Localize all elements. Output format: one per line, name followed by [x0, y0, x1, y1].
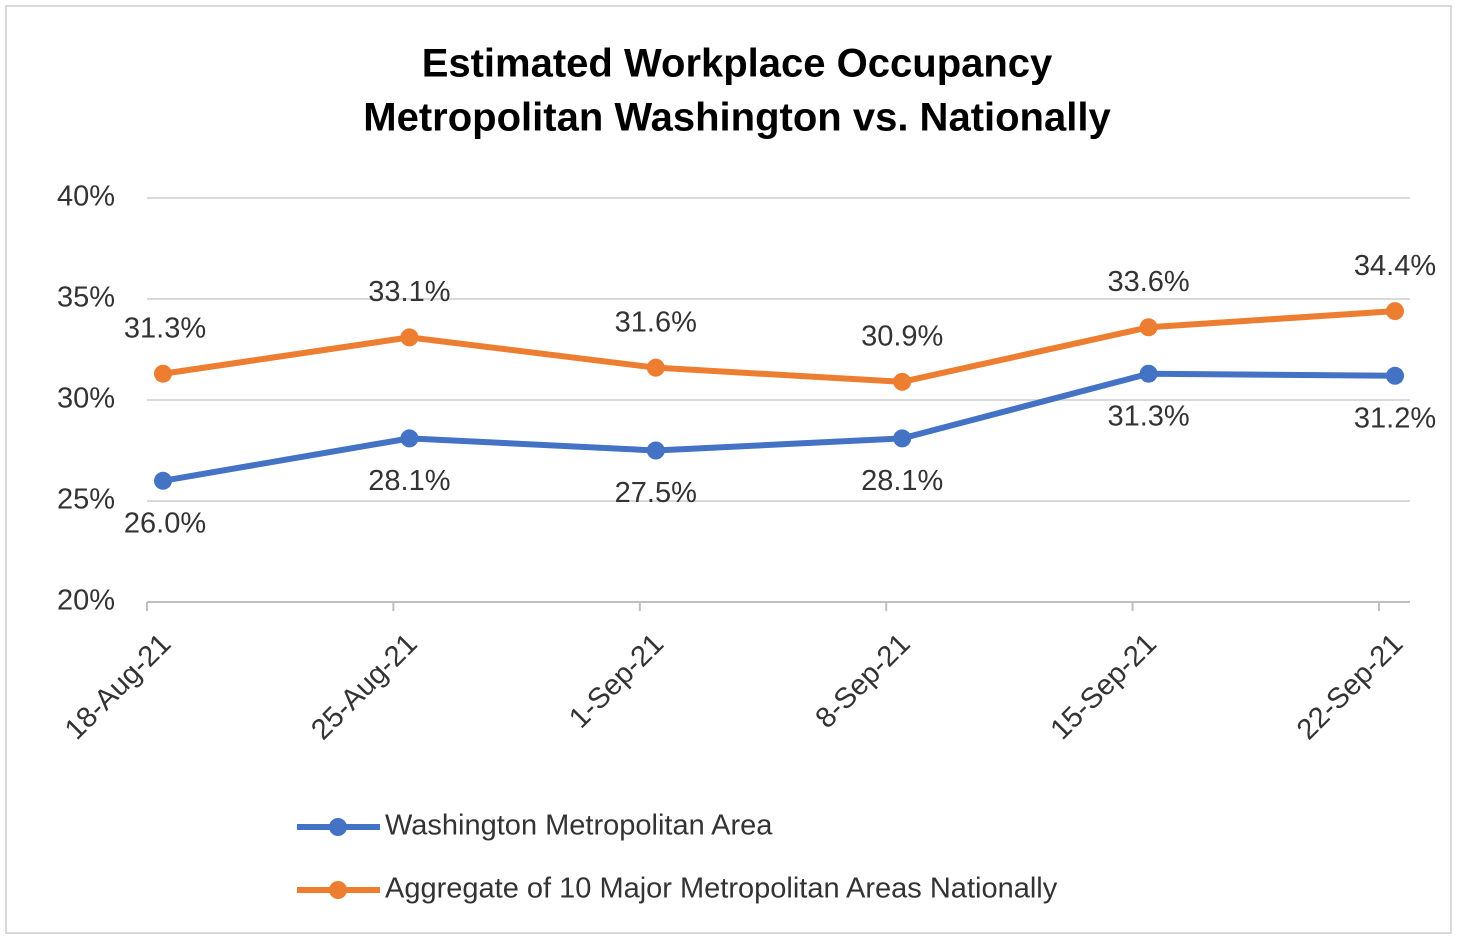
data-label: 30.9%	[861, 320, 943, 352]
data-label: 33.6%	[1107, 266, 1189, 298]
chart-subtitle: Metropolitan Washington vs. Nationally	[363, 96, 1111, 140]
data-point	[400, 328, 419, 347]
data-point	[400, 429, 419, 448]
y-tick-label: 25%	[57, 484, 115, 516]
chart-title: Estimated Workplace Occupancy	[422, 42, 1053, 86]
legend-label: Washington Metropolitan Area	[385, 810, 773, 842]
data-label: 31.6%	[615, 306, 697, 338]
series-line	[162, 308, 1396, 385]
data-point	[154, 364, 172, 383]
series-line	[162, 370, 1396, 484]
data-point	[646, 441, 665, 460]
data-point	[1386, 302, 1404, 321]
data-label: 26.0%	[124, 507, 206, 539]
data-label: 31.3%	[1107, 400, 1189, 432]
chart-frame	[5, 5, 1452, 934]
data-point	[1139, 364, 1158, 383]
legend-label: Aggregate of 10 Major Metropolitan Areas…	[385, 873, 1058, 905]
y-tick-label: 35%	[57, 282, 115, 314]
legend-marker	[329, 818, 347, 836]
data-point	[1139, 318, 1158, 337]
data-point	[1386, 366, 1404, 385]
data-label: 31.2%	[1354, 402, 1436, 434]
data-label: 28.1%	[861, 465, 943, 497]
y-tick-label: 20%	[57, 585, 115, 617]
data-point	[893, 429, 912, 448]
data-label: 33.1%	[368, 276, 450, 308]
data-point	[893, 372, 912, 391]
data-label: 31.3%	[124, 312, 206, 344]
data-label: 28.1%	[368, 465, 450, 497]
y-tick-label: 40%	[57, 181, 115, 213]
legend-marker	[329, 881, 347, 899]
data-label: 34.4%	[1354, 250, 1436, 282]
data-label: 27.5%	[615, 477, 697, 509]
y-tick-label: 30%	[57, 383, 115, 415]
data-point	[646, 358, 665, 377]
data-point	[154, 471, 172, 490]
